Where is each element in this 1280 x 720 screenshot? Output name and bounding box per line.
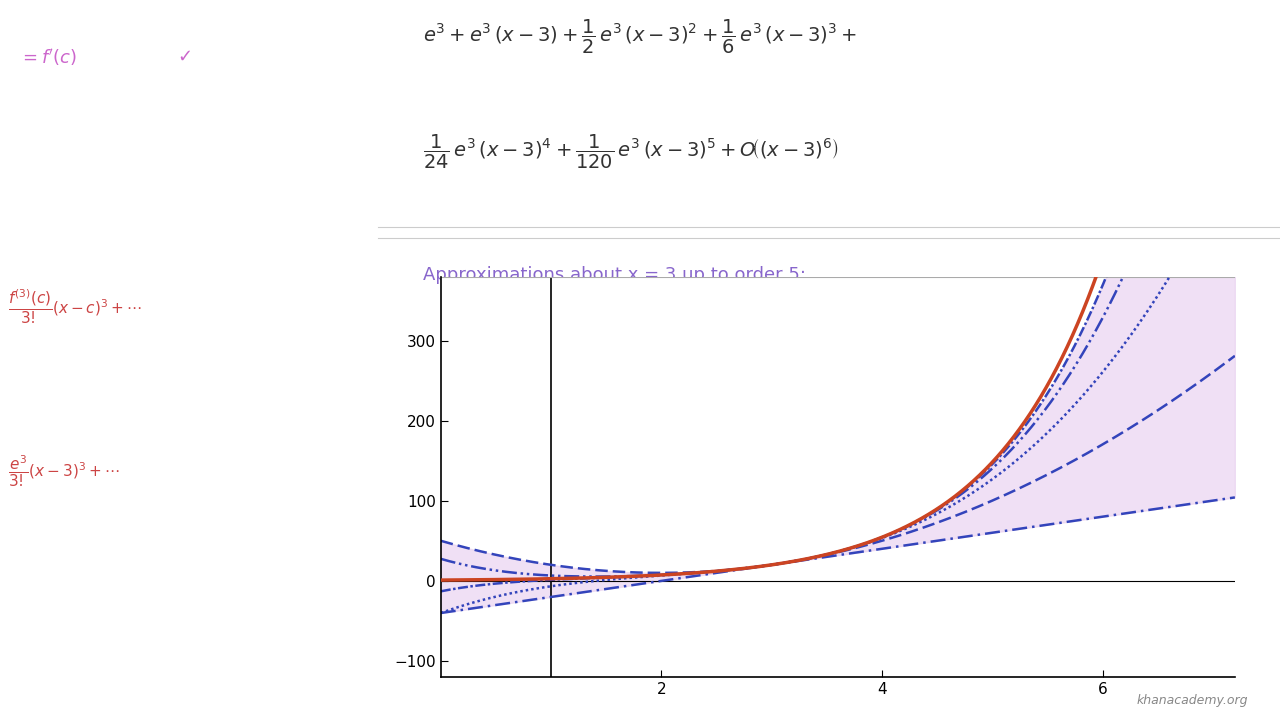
Text: $e^3 + e^3\,(x-3) + \dfrac{1}{2}\,e^3\,(x-3)^2 + \dfrac{1}{6}\,e^3\,(x-3)^3 +$: $e^3 + e^3\,(x-3) + \dfrac{1}{2}\,e^3\,(… — [422, 18, 856, 56]
Text: Approximations about x = 3 up to order 5:: Approximations about x = 3 up to order 5… — [422, 266, 805, 284]
Text: $\checkmark$: $\checkmark$ — [178, 47, 192, 65]
Text: khanacademy.org: khanacademy.org — [1137, 694, 1248, 707]
Text: $\dfrac{1}{24}\,e^3\,(x-3)^4 + \dfrac{1}{120}\,e^3\,(x-3)^5 + O\!\left((x-3)^6\r: $\dfrac{1}{24}\,e^3\,(x-3)^4 + \dfrac{1}… — [422, 133, 838, 171]
Text: $\dfrac{e^3}{3!}(x-3)^3 + \cdots$: $\dfrac{e^3}{3!}(x-3)^3 + \cdots$ — [8, 454, 119, 489]
Text: $\dfrac{f^{(3)}(c)}{3!}(x-c)^3 + \cdots$: $\dfrac{f^{(3)}(c)}{3!}(x-c)^3 + \cdots$ — [8, 288, 141, 326]
Text: $= f'(c)$: $= f'(c)$ — [19, 47, 77, 68]
Text: $f'(c)$: $f'(c)$ — [19, 151, 55, 172]
